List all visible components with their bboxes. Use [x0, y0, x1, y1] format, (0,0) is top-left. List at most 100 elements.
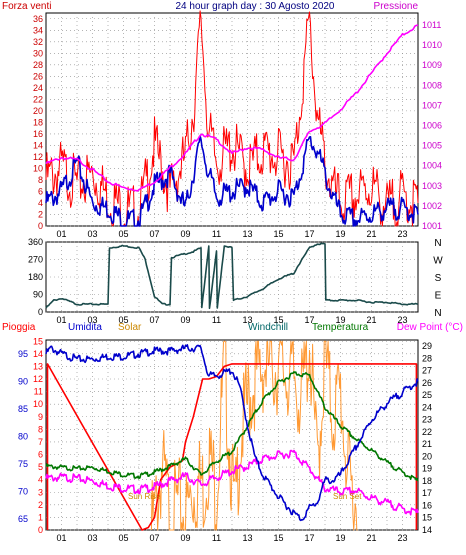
x-tick-label: 05: [118, 315, 128, 325]
chart1-series: [45, 10, 419, 227]
y2-tick-label: 1009: [422, 60, 442, 70]
temp-tick-label: 28: [422, 353, 432, 363]
x-tick-label: 01: [56, 229, 66, 239]
temp-tick-label: 25: [422, 390, 432, 400]
chart1-axes: 01 03 05 07 09 11 13 15 17 19 21 230246810121416182…: [33, 14, 442, 239]
temp-tick-label: 26: [422, 378, 432, 388]
y-tick-label: 12: [33, 152, 43, 162]
y-tick-label: 2: [38, 500, 43, 510]
x-tick-label: 01: [56, 533, 66, 543]
x-tick-label: 13: [242, 315, 252, 325]
label-solar: Solar: [118, 322, 142, 333]
y2-tick-label: 1002: [422, 201, 442, 211]
temp-tick-label: 15: [422, 513, 432, 523]
solar-line: [150, 340, 358, 531]
chart1-title: 24 hour graph day : 30 Agosto 2020: [175, 1, 334, 12]
y-tick-label: 20: [33, 106, 43, 116]
y2-tick-label: 1010: [422, 40, 442, 50]
x-tick-label: 13: [242, 533, 252, 543]
y-tick-label: 270: [28, 255, 43, 265]
x-tick-label: 21: [366, 533, 376, 543]
y-tick-label: 4: [38, 198, 43, 208]
chart3-axes: 01 03 05 07 09 11 13 15 17 19 21 230123456789101112…: [18, 336, 432, 543]
temperature-line: [45, 370, 419, 482]
x-tick-label: 03: [87, 533, 97, 543]
annotation-sunset: Sun Set: [333, 492, 362, 501]
chart1-right-label: Pressione: [374, 1, 419, 12]
dewpoint-line: [45, 449, 419, 516]
humidity-tick-label: 85: [18, 404, 28, 414]
y-tick-label: 180: [28, 272, 43, 282]
x-tick-label: 09: [180, 533, 190, 543]
temp-tick-label: 23: [422, 415, 432, 425]
y-tick-label: 14: [33, 140, 43, 150]
y-tick-label: 15: [33, 336, 43, 346]
x-tick-label: 17: [304, 533, 314, 543]
compass-label: N: [434, 308, 441, 319]
humidity-tick-label: 80: [18, 431, 28, 441]
x-tick-label: 09: [180, 315, 190, 325]
x-tick-label: 11: [212, 315, 221, 325]
y-tick-label: 14: [33, 349, 43, 359]
y-tick-label: 5: [38, 462, 43, 472]
wind-line: [45, 135, 419, 227]
x-tick-label: 03: [87, 315, 97, 325]
x-tick-label: 01: [56, 315, 66, 325]
x-tick-label: 19: [335, 533, 345, 543]
humidity-tick-label: 75: [18, 459, 28, 469]
annotation-sunrise: Sun Rise: [128, 492, 161, 501]
chart2-series: [45, 242, 419, 310]
x-tick-label: 11: [212, 533, 221, 543]
humidity-tick-label: 65: [18, 514, 28, 524]
x-tick-label: 23: [397, 229, 407, 239]
x-tick-label: 15: [273, 229, 283, 239]
x-tick-label: 07: [149, 229, 159, 239]
y-tick-label: 0: [38, 307, 43, 317]
x-tick-label: 11: [212, 229, 221, 239]
pressure-line: [45, 24, 419, 192]
y-tick-label: 26: [33, 71, 43, 81]
y-tick-label: 0: [38, 221, 43, 231]
humidity-line: [45, 343, 419, 522]
x-tick-label: 03: [87, 229, 97, 239]
y-tick-label: 6: [38, 450, 43, 460]
temp-tick-label: 17: [422, 488, 432, 498]
y-tick-label: 3: [38, 487, 43, 497]
y-tick-label: 36: [33, 14, 43, 24]
x-tick-label: 13: [242, 229, 252, 239]
y-tick-label: 34: [33, 25, 43, 35]
label-humidity: Umidita: [68, 322, 102, 333]
rain-line: [46, 363, 418, 531]
compass-label: W: [433, 256, 443, 267]
compass-label: S: [435, 273, 442, 284]
y2-tick-label: 1003: [422, 181, 442, 191]
x-tick-label: 07: [149, 315, 159, 325]
y-tick-label: 22: [33, 94, 43, 104]
y2-tick-label: 1011: [422, 20, 441, 30]
y-tick-label: 90: [33, 290, 43, 300]
y-tick-label: 24: [33, 83, 43, 93]
y-tick-label: 18: [33, 117, 43, 127]
x-tick-label: 15: [273, 533, 283, 543]
y-tick-label: 10: [33, 163, 43, 173]
label-dewpoint: Dew Point (°C): [397, 322, 463, 333]
label-rain: Pioggia: [2, 322, 36, 333]
y2-tick-label: 1004: [422, 161, 442, 171]
temp-tick-label: 19: [422, 464, 432, 474]
x-tick-label: 17: [304, 315, 314, 325]
temp-tick-label: 27: [422, 366, 432, 376]
y-tick-label: 28: [33, 60, 43, 70]
y-tick-label: 7: [38, 437, 43, 447]
x-tick-label: 23: [397, 315, 407, 325]
y-tick-label: 13: [33, 361, 43, 371]
y-tick-label: 4: [38, 475, 43, 485]
y-tick-label: 12: [33, 374, 43, 384]
x-tick-label: 21: [366, 315, 376, 325]
y2-tick-label: 1001: [422, 221, 442, 231]
x-tick-label: 19: [335, 315, 345, 325]
y-tick-label: 2: [38, 209, 43, 219]
y-tick-label: 30: [33, 48, 43, 58]
y2-tick-label: 1006: [422, 121, 442, 131]
